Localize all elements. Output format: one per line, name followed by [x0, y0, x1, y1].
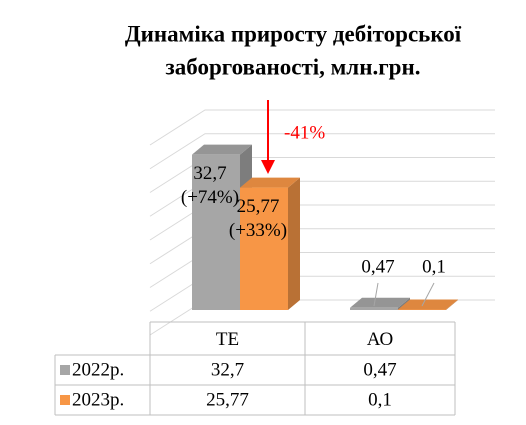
annotation-arrowhead — [261, 160, 275, 174]
data-label-change: (+33%) — [229, 220, 287, 241]
bar — [192, 154, 240, 310]
legend-swatch — [60, 395, 70, 405]
data-label: 0,47 — [361, 256, 394, 277]
table-cell: 0,47 — [363, 359, 396, 380]
annotation: -41% — [284, 122, 325, 143]
table-header: ТЕ — [216, 329, 239, 350]
data-label-change: (+74%) — [181, 187, 239, 208]
bar — [350, 307, 398, 310]
bar — [240, 187, 288, 310]
table-cell: 25,77 — [206, 389, 249, 410]
chart-title: заборгованості, млн.грн. — [166, 54, 421, 79]
data-label: 0,1 — [422, 256, 446, 277]
bar-top — [398, 299, 458, 310]
table-cell: 32,7 — [211, 359, 244, 380]
bar-side — [398, 297, 410, 310]
data-label: 25,77 — [237, 196, 280, 217]
table-cell: 0,1 — [368, 389, 392, 410]
bar-top — [350, 297, 410, 308]
legend-swatch — [60, 365, 70, 375]
leader-line — [421, 282, 435, 307]
bar-side — [288, 177, 300, 310]
grid-line — [149, 109, 495, 146]
bar-top — [192, 144, 252, 155]
bar-side — [446, 299, 458, 310]
bar-top — [240, 177, 300, 188]
leader-line — [373, 282, 379, 307]
data-label: 32,7 — [193, 163, 226, 184]
table-header: АО — [367, 329, 394, 350]
legend-label: 2023р. — [72, 389, 124, 410]
grid-line — [149, 133, 495, 170]
legend-label: 2022р. — [72, 359, 124, 380]
chart-title: Динаміка приросту дебіторської — [125, 21, 462, 46]
